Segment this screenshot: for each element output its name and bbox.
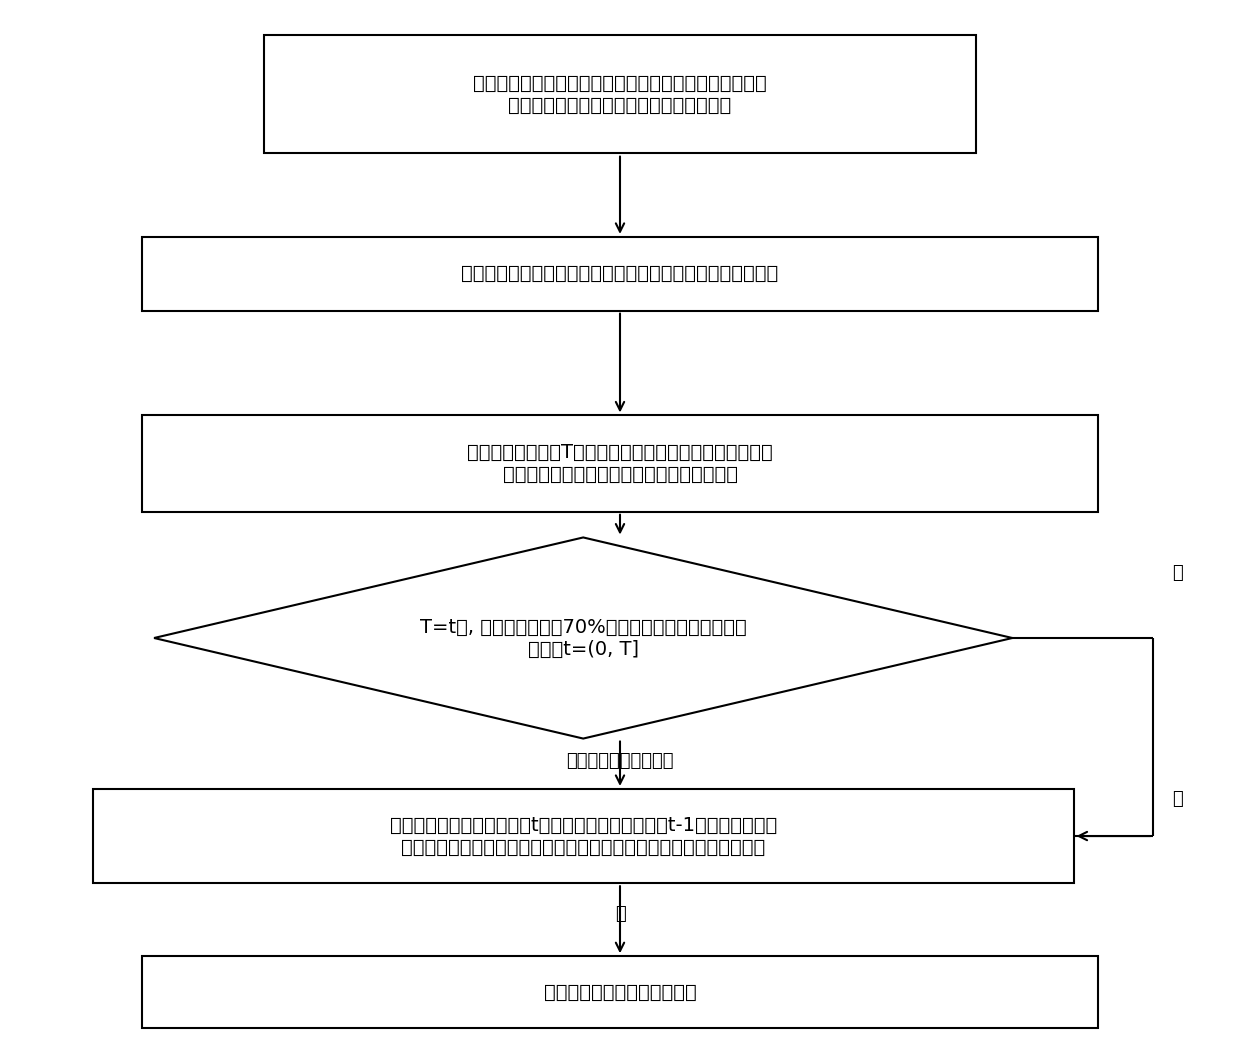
Text: 否: 否 (1172, 565, 1183, 582)
FancyBboxPatch shape (93, 789, 1074, 883)
Text: T=t时, 判断全图是否有70%以上的碎片区域为模糊区域
其中，t=(0, T]: T=t时, 判断全图是否有70%以上的碎片区域为模糊区域 其中，t=(0, T] (420, 618, 746, 658)
FancyBboxPatch shape (141, 415, 1099, 513)
Text: 否: 否 (1172, 790, 1183, 808)
Text: 对步骤三中判断为大雾天气t时刻背景图片同步骤三中t-1时刻的背景图片
的天气检测结果进行比较，判断是否出现从非雾天气到大雾天气的转变: 对步骤三中判断为大雾天气t时刻背景图片同步骤三中t-1时刻的背景图片 的天气检测… (389, 815, 776, 857)
Text: 是: 是 (615, 905, 625, 924)
FancyBboxPatch shape (141, 237, 1099, 311)
Text: 是，则判断为大雾天气: 是，则判断为大雾天气 (567, 752, 673, 771)
Text: 采用卡尔曼滤波的背景估计方法获取去除活动目标的背景图片: 采用卡尔曼滤波的背景估计方法获取去除活动目标的背景图片 (461, 264, 779, 283)
Text: 获取高速公路团雾多发路段的视频流数据，并对视频图像
进行逐帧解码，使其转换为相应的彩色图像: 获取高速公路团雾多发路段的视频流数据，并对视频图像 进行逐帧解码，使其转换为相应… (474, 74, 766, 114)
FancyBboxPatch shape (264, 35, 976, 153)
Text: 将步骤二中获取的T时刻背景图片进行九宫格碎片切割后，
对每一个碎片进行模糊度识别，计算模糊区域: 将步骤二中获取的T时刻背景图片进行九宫格碎片切割后， 对每一个碎片进行模糊度识别… (467, 443, 773, 484)
FancyBboxPatch shape (141, 956, 1099, 1028)
Polygon shape (154, 538, 1012, 738)
Text: 判断输出当天发生区域有团雾: 判断输出当天发生区域有团雾 (543, 983, 697, 1002)
